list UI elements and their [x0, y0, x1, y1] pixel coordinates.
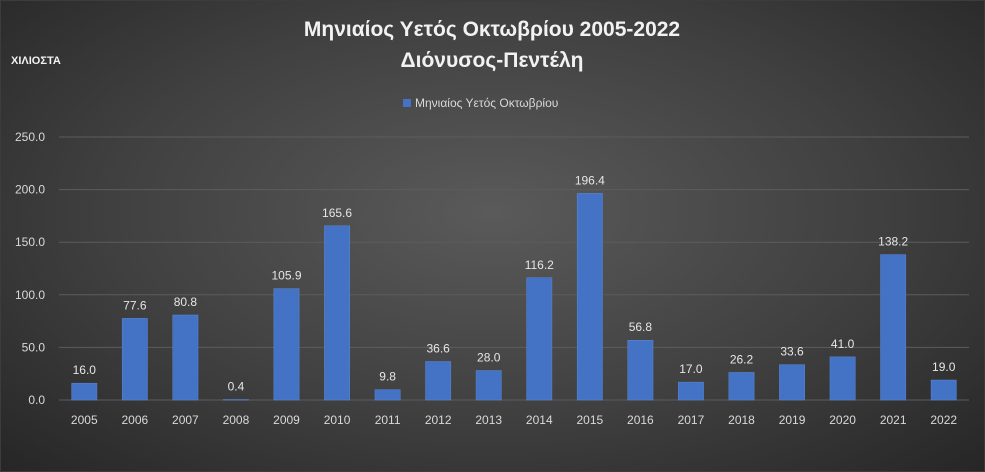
data-label-2019: 33.6	[780, 345, 804, 359]
bars	[71, 193, 957, 401]
y-axis-ticks: 0.0 50.0 100.0 150.0 200.0 250.0	[15, 130, 45, 407]
x-tick-label-2011: 2011	[375, 413, 401, 427]
x-tick-label-2015: 2015	[576, 413, 603, 427]
bar-2014	[526, 277, 553, 401]
x-tick-label-2012: 2012	[425, 413, 452, 427]
bar-2013	[475, 370, 502, 401]
data-label-2017: 17.0	[679, 362, 703, 376]
x-tick-label-2019: 2019	[779, 413, 806, 427]
x-tick-label-2009: 2009	[273, 413, 300, 427]
data-label-2018: 26.2	[730, 352, 754, 366]
y-tick-label: 0.0	[28, 393, 45, 407]
y-tick-label: 150.0	[15, 235, 45, 249]
data-label-2021: 138.2	[878, 235, 908, 249]
x-tick-label-2017: 2017	[678, 413, 705, 427]
bar-2016	[627, 339, 654, 401]
data-label-2013: 28.0	[477, 351, 501, 365]
y-tick-label: 200.0	[15, 183, 45, 197]
bar-2017	[678, 381, 704, 401]
data-label-2016: 56.8	[629, 320, 653, 334]
bar-2005	[71, 382, 98, 401]
gridlines	[59, 136, 969, 401]
legend: Μηνιαίος Υετός Οκτωβρίου	[403, 96, 558, 110]
data-label-2012: 36.6	[426, 341, 450, 355]
data-label-2007: 80.8	[174, 295, 198, 309]
data-label-2015: 196.4	[575, 173, 605, 187]
y-tick-label: 100.0	[15, 288, 45, 302]
bar-2006	[121, 318, 148, 401]
bar-2020	[829, 356, 856, 401]
x-axis-ticks: 2005 2006 2007 2008 2009 2010 2011 2012 2013 2014…	[71, 413, 957, 427]
bar-2009	[273, 288, 300, 401]
legend-label: Μηνιαίος Υετός Οκτωβρίου	[415, 96, 558, 110]
bar-2022	[930, 379, 957, 401]
bar-2011	[374, 389, 401, 401]
data-label-2014: 116.2	[525, 258, 554, 272]
data-label-2009: 105.9	[271, 269, 301, 283]
bar-2015	[576, 193, 603, 401]
x-tick-label-2006: 2006	[121, 413, 148, 427]
x-tick-label-2014: 2014	[526, 413, 553, 427]
data-label-2008: 0.4	[228, 380, 245, 394]
data-label-2020: 41.0	[831, 337, 855, 351]
chart-title: Μηνιαίος Υετός Οκτωβρίου 2005-2022	[304, 18, 680, 41]
data-label-2006: 77.6	[123, 298, 147, 312]
bar-2019	[779, 364, 805, 401]
y-tick-label: 50.0	[22, 340, 46, 354]
data-labels: 16.0 77.6 80.8 0.4 105.9 165.6 9.8 36.6 28.0 116.…	[73, 173, 956, 393]
y-axis-label: ΧΙΛΙΟΣΤΑ	[11, 55, 61, 67]
bar-2012	[425, 361, 452, 401]
bar-2008	[223, 399, 249, 401]
x-tick-label-2020: 2020	[829, 413, 856, 427]
x-tick-label-2010: 2010	[324, 413, 351, 427]
chart-subtitle: Διόνυσος-Πεντέλη	[401, 49, 584, 72]
bar-2018	[728, 372, 755, 401]
data-label-2005: 16.0	[73, 363, 97, 377]
y-tick-label: 250.0	[15, 130, 45, 144]
data-label-2011: 9.8	[379, 370, 396, 384]
x-tick-label-2022: 2022	[930, 413, 957, 427]
x-tick-label-2016: 2016	[627, 413, 654, 427]
legend-swatch	[403, 99, 411, 107]
data-label-2010: 165.6	[322, 206, 352, 220]
x-tick-label-2007: 2007	[172, 413, 199, 427]
x-tick-label-2013: 2013	[475, 413, 502, 427]
data-label-2022: 19.0	[932, 360, 956, 374]
x-tick-label-2005: 2005	[71, 413, 98, 427]
bar-2010	[324, 225, 350, 401]
x-tick-label-2021: 2021	[880, 413, 907, 427]
x-tick-label-2018: 2018	[728, 413, 755, 427]
x-tick-label-2008: 2008	[223, 413, 250, 427]
bar-2021	[880, 254, 907, 401]
bar-2007	[172, 314, 199, 401]
